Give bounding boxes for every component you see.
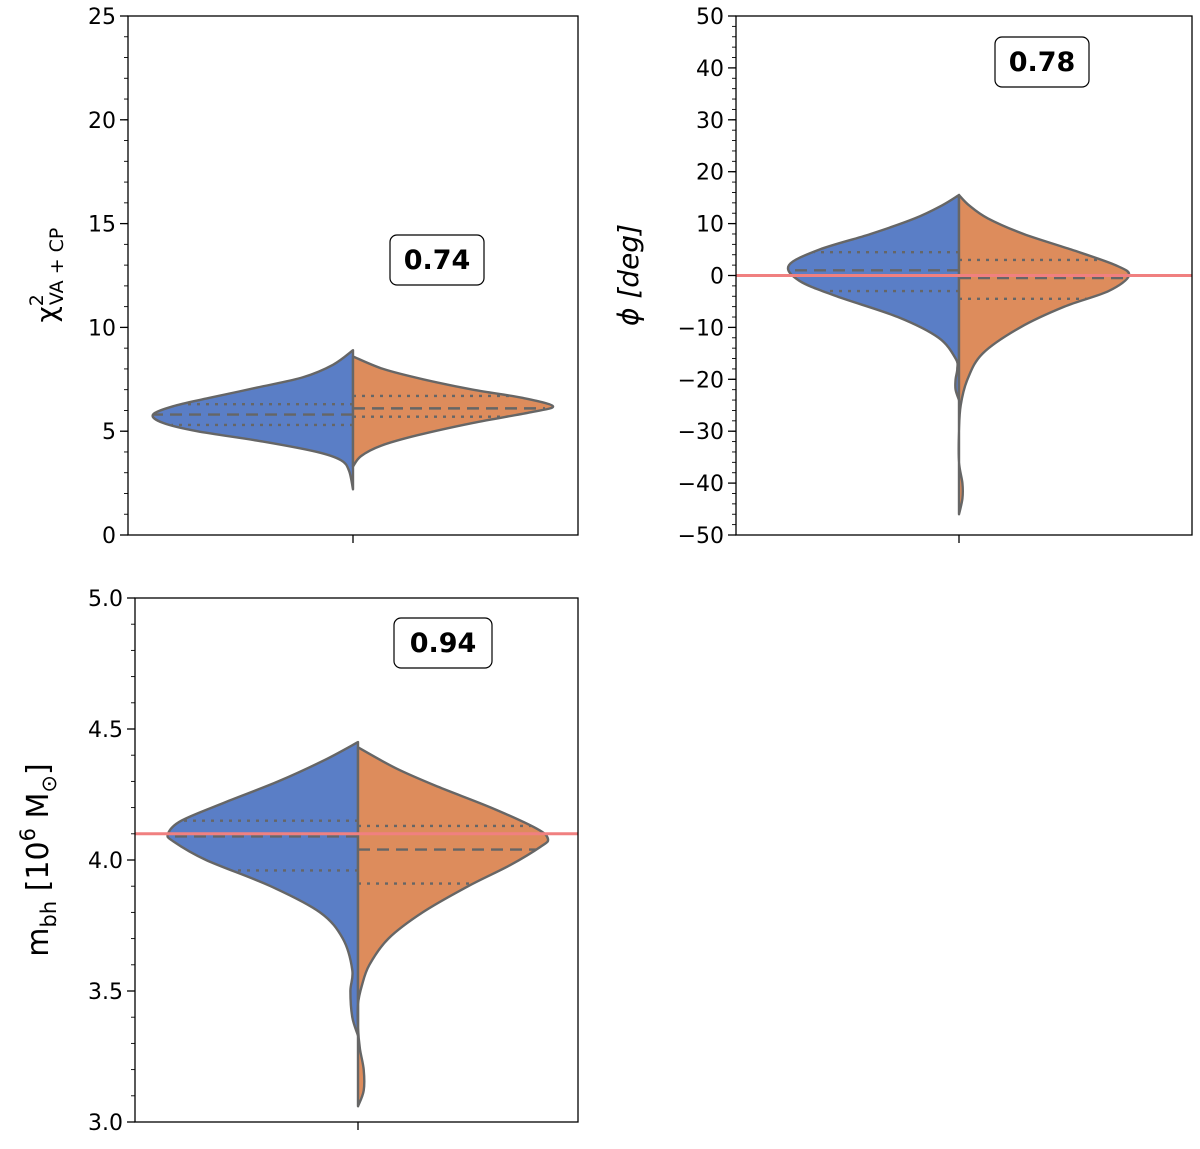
annotation-value: 0.78	[1009, 47, 1076, 78]
y-tick-label: 10	[696, 213, 724, 238]
y-axis-label: χ2VA + CP	[26, 228, 68, 323]
y-tick-label: 4.0	[88, 849, 123, 874]
y-axis-label: mbh [106 M⊙]	[16, 763, 61, 956]
annotation-badge: 0.78	[994, 36, 1090, 88]
y-tick-label: 20	[696, 161, 724, 186]
y-tick-label: −10	[678, 316, 724, 341]
y-tick-label: 15	[88, 213, 116, 238]
violin-half-right	[957, 193, 1131, 516]
violin-half-left	[166, 740, 360, 1037]
annotation-value: 0.94	[410, 628, 477, 659]
violin-half-left	[151, 349, 355, 491]
y-tick-label: 5	[102, 420, 116, 445]
y-tick-label: 4.5	[88, 718, 123, 743]
y-tick-label: −50	[678, 524, 724, 549]
violin-half-right	[351, 355, 555, 468]
violin-half-left	[786, 193, 961, 402]
y-tick-label: 40	[696, 57, 724, 82]
annotation-badge: 0.94	[393, 617, 493, 669]
y-tick-label: −40	[678, 472, 724, 497]
y-tick-label: 5.0	[88, 587, 123, 612]
y-tick-label: 0	[710, 265, 724, 290]
y-tick-label: 50	[696, 5, 724, 30]
phi-panel: −50 −40 −30 −20 −10 0 10 20 30 40 50 ϕ [deg] 0.78	[612, 5, 1193, 549]
y-tick-label: 3.5	[88, 980, 123, 1005]
annotation-value: 0.74	[404, 245, 471, 276]
chi-square-panel: 0 5 10 15 20 25 χ2VA + CP 0.74	[26, 5, 579, 549]
violin-half-right	[356, 746, 550, 1108]
y-tick-label: 25	[88, 5, 116, 30]
y-tick-label: 0	[102, 524, 116, 549]
y-tick-label: 10	[88, 316, 116, 341]
y-axis-label: ϕ [deg]	[612, 224, 645, 326]
y-tick-label: 3.0	[88, 1111, 123, 1136]
black-hole-mass-panel: 3.0 3.5 4.0 4.5 5.0 mbh [106 M⊙] 0.94	[16, 587, 579, 1136]
annotation-badge: 0.74	[389, 234, 485, 286]
y-tick-label: 30	[696, 109, 724, 134]
y-tick-label: −20	[678, 368, 724, 393]
y-tick-label: −30	[678, 420, 724, 445]
y-tick-label: 20	[88, 109, 116, 134]
